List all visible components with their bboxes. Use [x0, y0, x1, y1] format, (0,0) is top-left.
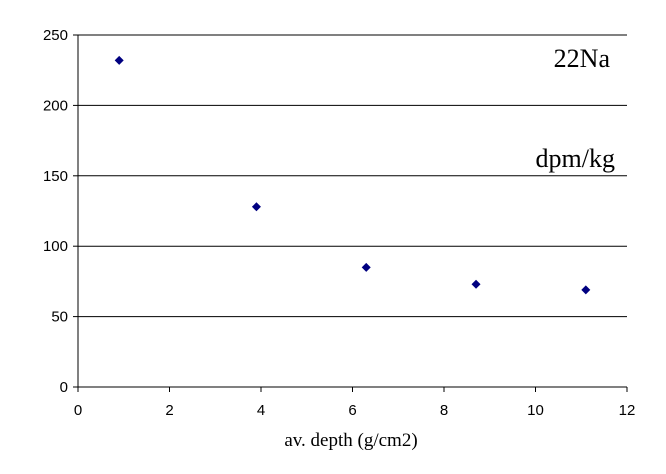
x-tick-label: 8	[440, 402, 448, 419]
gridlines	[78, 34, 627, 318]
y-tick-label: 0	[60, 379, 68, 396]
data-point	[361, 262, 371, 272]
y-tick-label: 100	[43, 238, 68, 255]
x-tick-labels: 0 2 4 6 8 10 12	[74, 402, 636, 419]
data-points	[114, 55, 591, 295]
y-tick-label: 250	[43, 27, 68, 44]
x-axis-label: av. depth (g/cm2)	[284, 430, 417, 451]
y-tick-label: 150	[43, 168, 68, 185]
axes	[73, 34, 628, 392]
data-point	[471, 279, 481, 289]
y-tick-labels: 0 50 100 150 200 250	[43, 27, 68, 396]
x-tick-label: 0	[74, 402, 82, 419]
data-point	[251, 202, 261, 212]
annotation-unit: dpm/kg	[536, 144, 615, 173]
data-point	[581, 285, 591, 295]
y-tick-label: 200	[43, 97, 68, 114]
x-tick-label: 2	[165, 402, 173, 419]
data-point	[114, 55, 124, 65]
x-tick-label: 6	[348, 402, 356, 419]
x-tick-label: 12	[619, 402, 636, 419]
annotation-nuclide: 22Na	[554, 44, 611, 73]
y-tick-label: 50	[51, 309, 68, 326]
x-tick-label: 4	[257, 402, 265, 419]
x-tick-label: 10	[527, 402, 544, 419]
